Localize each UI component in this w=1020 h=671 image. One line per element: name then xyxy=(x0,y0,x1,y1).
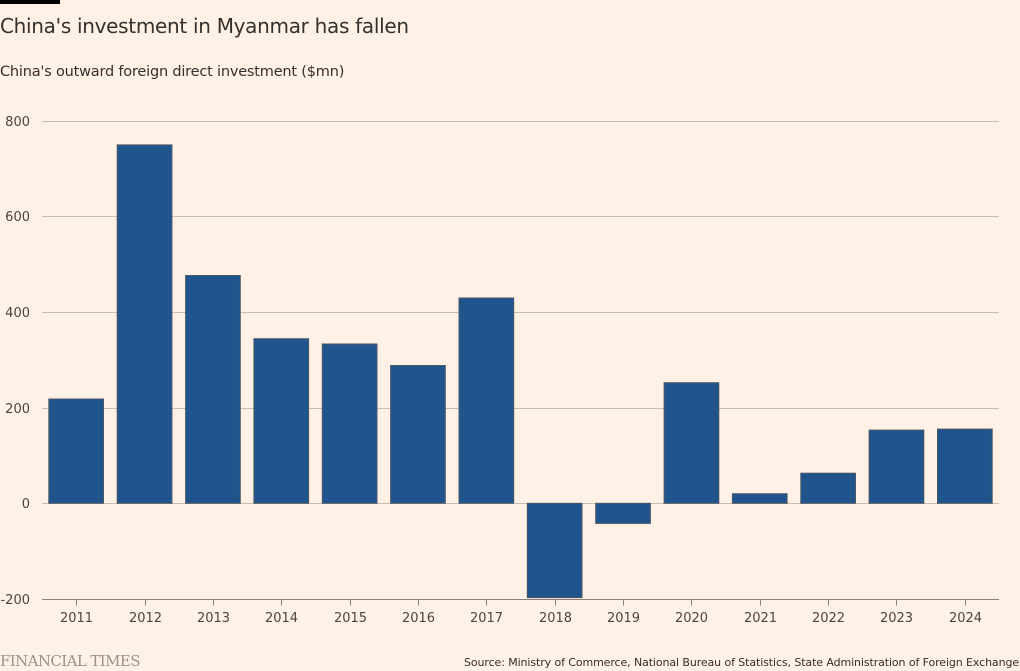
x-tick-label: 2020 xyxy=(675,611,708,626)
x-tick-label: 2024 xyxy=(949,611,982,626)
bar-2015 xyxy=(321,343,378,504)
y-axis-labels: -200 0 200 400 600 800 xyxy=(0,115,30,608)
y-tick-label: 600 xyxy=(5,210,30,225)
x-tick-label: 2016 xyxy=(402,611,435,626)
x-tick-label: 2012 xyxy=(129,611,162,626)
bar-2020 xyxy=(663,382,720,504)
bar-2011 xyxy=(48,398,104,504)
bar-2013 xyxy=(185,275,241,504)
bar-2014 xyxy=(253,338,310,504)
bar-2012 xyxy=(116,144,173,504)
brand-accent-bar xyxy=(0,0,60,4)
bar-2023 xyxy=(868,429,925,504)
x-tick-label: 2015 xyxy=(334,611,367,626)
bar-2017 xyxy=(458,297,515,504)
y-tick-label: 400 xyxy=(5,306,30,321)
x-tick-label: 2013 xyxy=(197,611,230,626)
y-tick-label: 800 xyxy=(5,115,30,130)
chart-title: China's investment in Myanmar has fallen xyxy=(0,14,409,38)
bar-2019 xyxy=(595,502,651,524)
bar-2018 xyxy=(526,502,583,599)
x-tick-label: 2019 xyxy=(607,611,640,626)
source-note: Source: Ministry of Commerce, National B… xyxy=(464,656,1019,669)
x-tick-label: 2018 xyxy=(539,611,572,626)
x-axis: 2011 2012 2013 2014 2015 2016 2017 2018 2019 2020… xyxy=(42,599,999,626)
bar-2024 xyxy=(937,428,993,504)
y-tick-label: -200 xyxy=(0,593,30,608)
bars xyxy=(48,144,993,599)
x-tick-label: 2023 xyxy=(880,611,913,626)
chart-subtitle: China's outward foreign direct investmen… xyxy=(0,64,345,80)
y-tick-label: 0 xyxy=(22,497,30,512)
publisher-logo: FINANCIAL TIMES xyxy=(0,652,141,670)
y-tick-label: 200 xyxy=(5,402,30,417)
x-tick-label: 2014 xyxy=(265,611,298,626)
bar-2016 xyxy=(390,365,446,504)
x-tick-label: 2017 xyxy=(470,611,503,626)
x-tick-label: 2021 xyxy=(744,611,777,626)
bar-2021 xyxy=(731,493,788,504)
bar-2022 xyxy=(800,472,856,504)
x-tick-label: 2011 xyxy=(60,611,93,626)
x-tick-label: 2022 xyxy=(812,611,845,626)
